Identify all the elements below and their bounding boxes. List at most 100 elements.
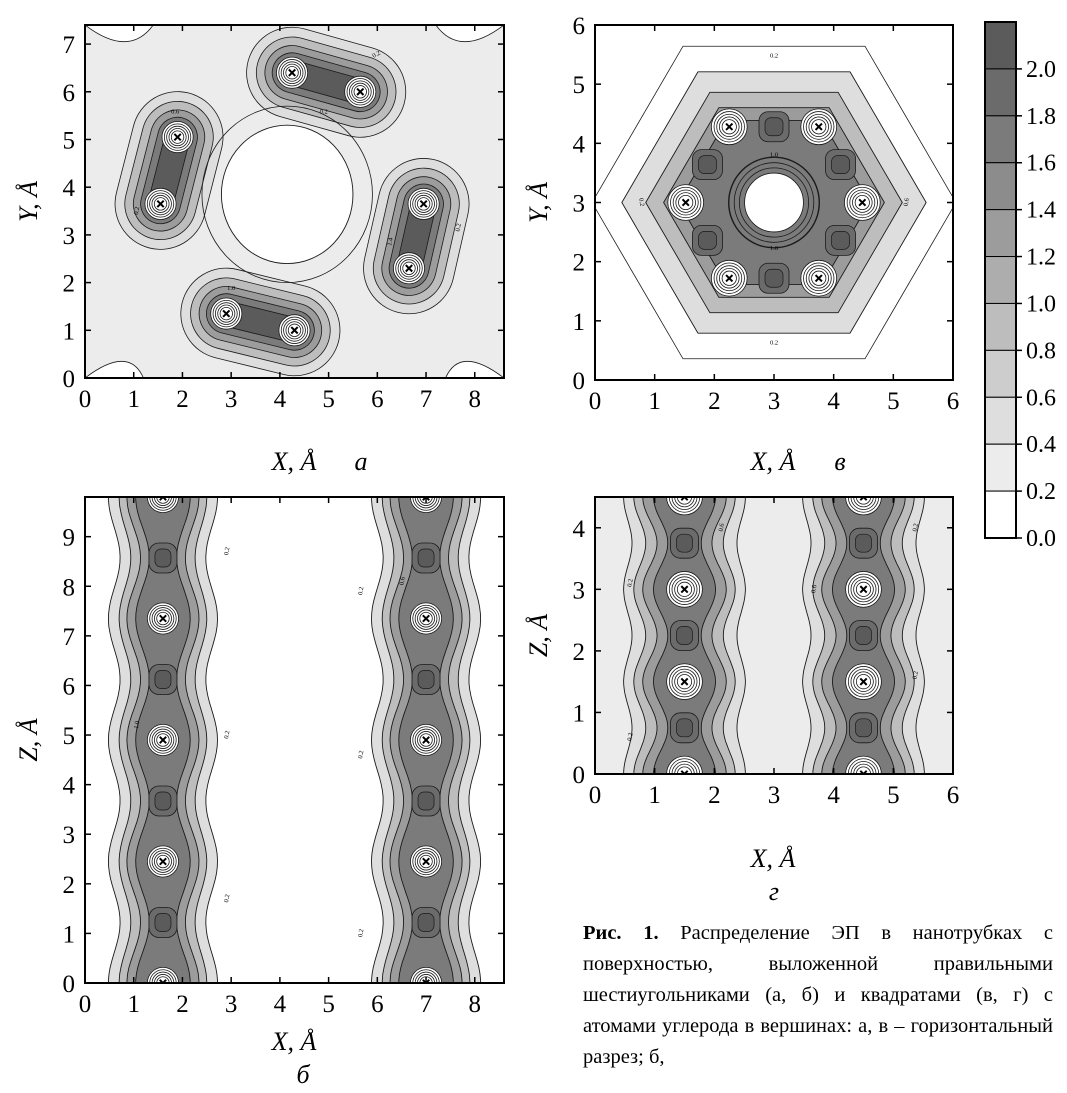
plot-frame — [84, 496, 505, 984]
contour-label: 0.2 — [626, 578, 634, 587]
bond-density-core — [676, 718, 693, 738]
center-ring — [728, 157, 820, 248]
y-tick-label: 2 — [573, 250, 586, 277]
caption-text: Распределение ЭП в нанотрубках с поверхн… — [583, 922, 1054, 1068]
bond-density-core — [417, 670, 435, 689]
tube-cavity — [220, 124, 354, 264]
x-tick-label: 5 — [322, 991, 335, 1018]
y-tick-label: 2 — [63, 872, 76, 899]
colorbar-tick-label: 1.6 — [1026, 151, 1056, 177]
contour-label: 0.2 — [357, 750, 365, 759]
panel-label: в — [834, 447, 845, 476]
atom-marker-9 — [422, 497, 430, 501]
x-tick-label: 8 — [469, 386, 482, 413]
x-axis-label: X, Å — [750, 447, 796, 476]
panel-a-contour-plot: 0.2 0.6 0.2 0.2 1.4 0.2 1.0 — [85, 25, 504, 378]
y-tick-label: 5 — [63, 723, 76, 750]
colorbar-band — [984, 396, 1017, 445]
x-axis-label: X, Å — [271, 1027, 317, 1056]
panel-v-contour-plot: 0.2 0.2 1.0 1.0 0.6 0.2 — [595, 25, 953, 380]
atom-marker-3 — [159, 614, 167, 623]
atom-contour-ring — [855, 497, 872, 505]
bond-density-core — [764, 117, 784, 137]
x-tick-label: 1 — [127, 386, 140, 413]
contour-label: 0.2 — [133, 206, 141, 215]
low-density-corner — [435, 25, 504, 43]
atom-marker-0 — [725, 122, 734, 131]
contour-label: 0.2 — [626, 732, 634, 741]
x-tick-label: 6 — [947, 388, 960, 415]
contour-label: 0.2 — [320, 108, 328, 115]
colorbar-tick-label: 1.0 — [1026, 291, 1056, 317]
bond-density-core — [855, 718, 872, 738]
plot-frame — [84, 24, 505, 379]
y-tick-label: 6 — [63, 80, 76, 107]
y-tick-label: 0 — [63, 366, 76, 393]
y-tick-label: 0 — [573, 368, 586, 395]
contour-label: 0.2 — [912, 523, 920, 532]
contour-label: 1.0 — [227, 285, 235, 292]
colorbar-tick-label: 0.8 — [1026, 338, 1056, 364]
atom-marker-5 — [422, 979, 430, 983]
contour-label: 0.6 — [903, 197, 911, 207]
atom-marker-4 — [419, 199, 428, 208]
y-tick-label: 2 — [63, 271, 76, 298]
atom-marker-7 — [859, 497, 868, 501]
bond-density-core — [855, 626, 872, 645]
contour-label: 0.2 — [223, 547, 231, 556]
bond-density-core — [417, 913, 435, 932]
atom-marker-3 — [356, 87, 365, 96]
y-tick-label: 4 — [63, 175, 76, 202]
x-tick-label: 1 — [127, 991, 140, 1018]
y-axis-label: Y, Å — [524, 182, 553, 223]
panel-b-axes: 0 1 2 3 4 5 6 7 8 0 1 2 3 4 5 6 7 8 9 X, Å Z, Å б — [14, 496, 505, 1089]
colorbar: 2.0 1.8 1.6 1.4 1.2 1.0 0.8 0.6 0.4 0.2 0.0 — [984, 21, 1056, 552]
y-tick-label: 1 — [573, 309, 586, 336]
x-tick-label: 6 — [947, 782, 960, 809]
colorbar-band — [984, 349, 1017, 398]
x-tick-label: 2 — [708, 782, 721, 809]
bond-density-core — [676, 626, 693, 645]
atom-marker-8 — [422, 614, 430, 623]
colorbar-band — [984, 209, 1017, 258]
x-tick-label: 4 — [274, 991, 287, 1018]
center-ring — [738, 167, 810, 238]
y-tick-label: 1 — [573, 700, 586, 727]
caption-label: Рис. 1. — [583, 922, 659, 944]
contour-label: 0.2 — [223, 730, 231, 739]
y-tick-label: 4 — [63, 773, 76, 800]
contour-label: 0.2 — [912, 671, 920, 680]
bond-density-core — [154, 670, 172, 689]
colorbar-band — [984, 302, 1017, 351]
center-ring — [733, 162, 815, 243]
bond-density-core — [831, 231, 850, 250]
panel-label: б — [296, 1060, 310, 1089]
contour-label: 0.2 — [371, 50, 382, 60]
center-ring — [744, 172, 804, 233]
panel-label: а — [355, 447, 368, 476]
y-tick-label: 3 — [573, 577, 586, 604]
x-tick-label: 7 — [420, 386, 433, 413]
bond-density-core — [154, 791, 172, 811]
y-tick-label: 2 — [573, 639, 586, 666]
atom-marker-2 — [159, 736, 167, 744]
colorbar-tick-label: 0.6 — [1026, 385, 1056, 411]
y-tick-label: 1 — [63, 318, 76, 345]
y-tick-label: 3 — [573, 191, 586, 218]
colorbar-band — [984, 115, 1017, 164]
y-tick-label: 1 — [63, 921, 76, 948]
cavity-contour — [201, 105, 373, 283]
atom-marker-7 — [290, 326, 299, 335]
y-tick-label: 3 — [63, 822, 76, 849]
colorbar-band — [984, 162, 1017, 211]
contour-label: 0.2 — [770, 53, 778, 60]
bond-density-core — [698, 231, 717, 250]
bond-density-core — [764, 268, 784, 288]
atom-marker-3 — [680, 497, 689, 501]
colorbar-band — [984, 490, 1017, 539]
y-tick-label: 8 — [63, 574, 76, 601]
x-tick-label: 1 — [648, 782, 661, 809]
colorbar-tick-label: 0.2 — [1026, 479, 1056, 505]
panel-g-axes: 0 1 2 3 4 5 6 0 1 2 3 4 X, Å Z, Å г — [524, 496, 960, 906]
x-tick-label: 6 — [371, 991, 384, 1018]
